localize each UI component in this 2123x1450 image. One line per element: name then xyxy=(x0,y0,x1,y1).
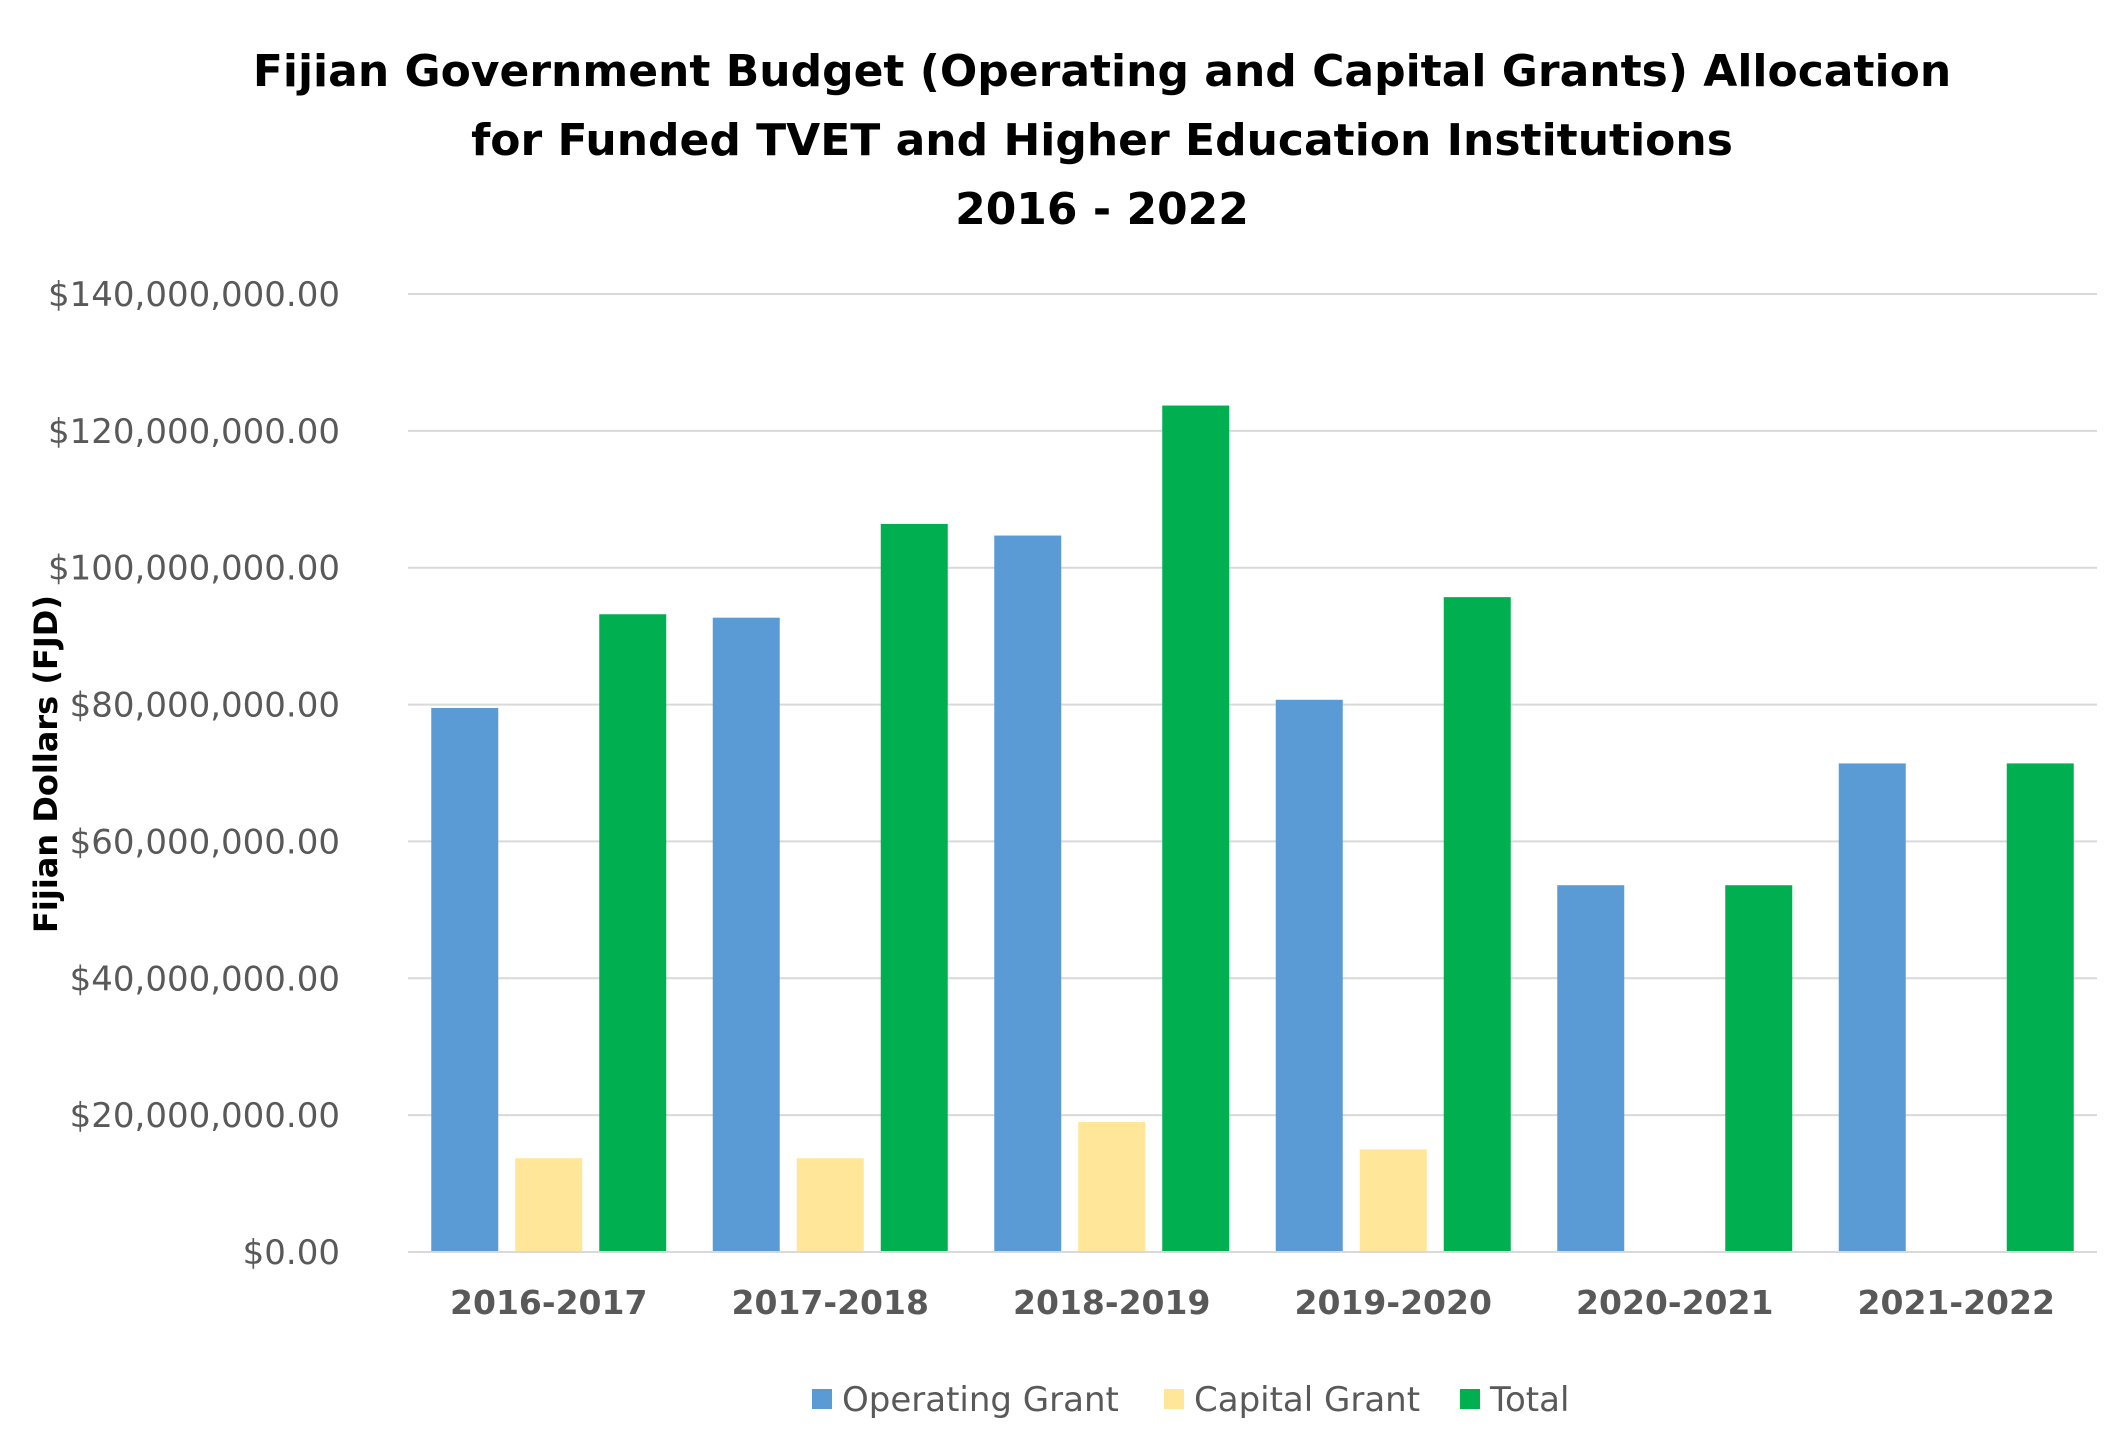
bar-capital-grant-2019-2020 xyxy=(1359,1149,1427,1252)
chart-title-line-1: Fijian Government Budget (Operating and … xyxy=(253,46,1951,97)
bar-total-2016-2017 xyxy=(599,614,667,1252)
gridlines xyxy=(408,293,2097,1117)
bar-operating-grant-2021-2022 xyxy=(1838,763,1906,1252)
bar-capital-grant-2016-2017 xyxy=(515,1158,583,1252)
bar-operating-grant-2016-2017 xyxy=(431,707,499,1252)
y-tick-label: $20,000,000.00 xyxy=(70,1096,340,1136)
bar-total-2019-2020 xyxy=(1443,597,1511,1252)
y-tick-label: $60,000,000.00 xyxy=(70,822,340,862)
y-tick-label: $120,000,000.00 xyxy=(48,412,340,452)
x-axis-ticks: 2016-2017 2017-2018 2018-2019 2019-2020 2020… xyxy=(450,1283,2055,1322)
x-tick-label: 2018-2019 xyxy=(1013,1283,1210,1322)
legend-label-capital-grant: Capital Grant xyxy=(1194,1380,1420,1420)
chart-title-line-3: 2016 - 2022 xyxy=(955,184,1249,235)
y-axis-label: Fijian Dollars (FJD) xyxy=(27,595,65,933)
y-tick-label: $0.00 xyxy=(243,1233,340,1273)
legend-swatch-capital-grant xyxy=(1164,1389,1184,1409)
bar-total-2020-2021 xyxy=(1725,885,1793,1252)
bars xyxy=(431,405,2074,1252)
y-tick-label: $100,000,000.00 xyxy=(48,549,340,589)
chart-title-line-2: for Funded TVET and Higher Education Ins… xyxy=(471,115,1733,166)
bar-total-2018-2019 xyxy=(1162,405,1230,1252)
x-tick-label: 2020-2021 xyxy=(1576,1283,1773,1322)
legend: Operating Grant Capital Grant Total xyxy=(812,1380,1569,1420)
legend-swatch-total xyxy=(1460,1389,1480,1409)
x-tick-label: 2019-2020 xyxy=(1295,1283,1492,1322)
bar-total-2017-2018 xyxy=(880,523,948,1252)
legend-swatch-operating-grant xyxy=(812,1389,832,1409)
legend-label-operating-grant: Operating Grant xyxy=(842,1380,1119,1420)
y-tick-label: $40,000,000.00 xyxy=(70,959,340,999)
bar-total-2021-2022 xyxy=(2006,763,2074,1252)
y-tick-label: $140,000,000.00 xyxy=(48,275,340,315)
x-tick-label: 2016-2017 xyxy=(450,1283,647,1322)
bar-operating-grant-2018-2019 xyxy=(994,535,1062,1252)
legend-label-total: Total xyxy=(1489,1380,1569,1420)
y-axis-ticks: $0.00 $20,000,000.00 $40,000,000.00 $60,000… xyxy=(48,275,340,1273)
bar-capital-grant-2018-2019 xyxy=(1078,1121,1146,1252)
bar-operating-grant-2019-2020 xyxy=(1275,699,1343,1252)
y-tick-label: $80,000,000.00 xyxy=(70,686,340,726)
bar-capital-grant-2017-2018 xyxy=(796,1158,864,1252)
x-tick-label: 2017-2018 xyxy=(732,1283,929,1322)
x-tick-label: 2021-2022 xyxy=(1858,1283,2055,1322)
bar-operating-grant-2017-2018 xyxy=(712,617,780,1252)
bar-operating-grant-2020-2021 xyxy=(1557,885,1625,1252)
chart-title: Fijian Government Budget (Operating and … xyxy=(253,46,1951,235)
